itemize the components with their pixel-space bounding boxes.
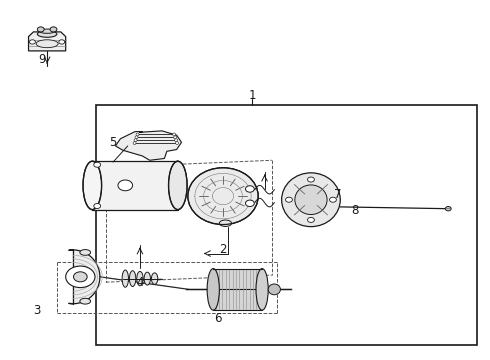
Circle shape [50, 27, 57, 32]
Ellipse shape [220, 220, 232, 226]
Ellipse shape [175, 141, 178, 144]
Ellipse shape [256, 269, 268, 310]
Ellipse shape [134, 139, 137, 141]
Ellipse shape [151, 273, 158, 284]
Circle shape [308, 177, 315, 182]
Ellipse shape [135, 136, 138, 139]
Circle shape [245, 186, 254, 192]
Circle shape [37, 27, 44, 32]
Ellipse shape [39, 29, 55, 33]
Circle shape [118, 180, 133, 191]
Ellipse shape [80, 249, 91, 255]
Ellipse shape [83, 161, 101, 210]
Text: 3: 3 [34, 305, 41, 318]
Text: 4: 4 [136, 276, 144, 289]
Circle shape [286, 197, 293, 202]
Bar [96, 105, 477, 345]
Text: 8: 8 [351, 204, 359, 217]
Ellipse shape [137, 271, 143, 286]
Text: 9: 9 [39, 53, 46, 66]
Ellipse shape [133, 141, 136, 144]
Ellipse shape [188, 168, 258, 225]
Ellipse shape [36, 40, 58, 48]
Ellipse shape [136, 133, 139, 136]
Ellipse shape [174, 139, 177, 141]
Circle shape [445, 207, 451, 211]
Circle shape [330, 197, 336, 202]
Ellipse shape [282, 173, 340, 226]
Circle shape [245, 200, 254, 207]
Ellipse shape [169, 161, 187, 210]
Ellipse shape [144, 272, 150, 285]
Polygon shape [116, 131, 181, 160]
Polygon shape [69, 250, 100, 304]
Ellipse shape [207, 269, 220, 310]
Ellipse shape [122, 270, 128, 287]
Polygon shape [92, 161, 178, 210]
Ellipse shape [80, 298, 91, 304]
Circle shape [308, 217, 315, 222]
Polygon shape [28, 32, 66, 51]
Text: 2: 2 [219, 243, 227, 256]
Circle shape [59, 40, 65, 44]
Text: 6: 6 [215, 311, 222, 325]
Ellipse shape [268, 284, 280, 295]
Text: 5: 5 [109, 136, 117, 149]
Ellipse shape [173, 136, 176, 139]
Circle shape [29, 40, 35, 44]
Polygon shape [213, 269, 262, 310]
Circle shape [94, 203, 100, 208]
Ellipse shape [37, 31, 57, 37]
Ellipse shape [172, 133, 175, 136]
Circle shape [74, 272, 87, 282]
Circle shape [66, 266, 95, 288]
Ellipse shape [295, 185, 327, 215]
Text: 1: 1 [248, 89, 256, 102]
Circle shape [94, 162, 100, 167]
Ellipse shape [129, 271, 136, 287]
Text: 7: 7 [334, 188, 342, 201]
